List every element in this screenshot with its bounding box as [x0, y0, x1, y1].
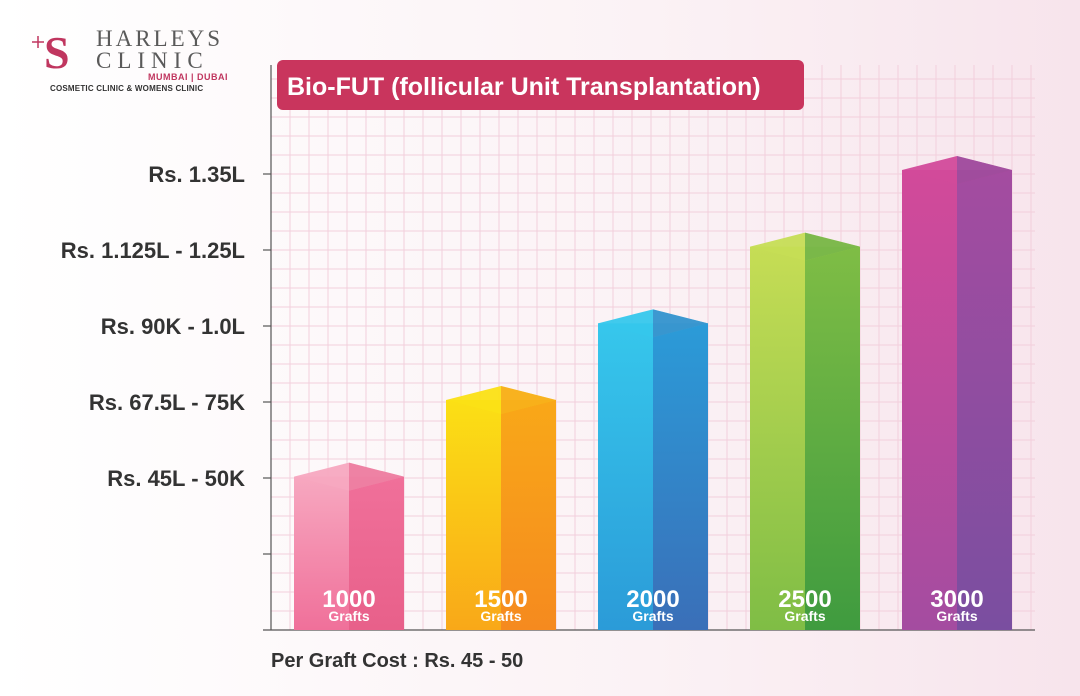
bar-top-cap-shade: [805, 232, 860, 261]
bar-face-right: [805, 246, 860, 630]
bar-face-right: [653, 323, 708, 630]
brand-name-line2: CLINIC: [96, 48, 209, 73]
bar-face-left: [294, 476, 349, 630]
chart-axes: Rs. 1.35L Rs. 1.125L - 1.25L Rs. 90K - 1.0…: [61, 65, 1035, 631]
bar-top-cap-shade: [501, 386, 556, 414]
brand-locations: MUMBAI | DUBAI: [148, 72, 229, 82]
brand-tagline: COSMETIC CLINIC & WOMENS CLINIC: [50, 84, 204, 93]
bar-label-number: 2500: [778, 586, 831, 613]
bar-top-cap-shade: [653, 309, 708, 338]
bar-top-cap-shade: [349, 462, 404, 491]
bar-label-unit: Grafts: [936, 608, 977, 624]
per-graft-cost-note: Per Graft Cost : Rs. 45 - 50: [271, 650, 524, 672]
bar-label-unit: Grafts: [328, 608, 369, 624]
bar-face-left: [902, 170, 957, 630]
bar-face-left: [446, 400, 501, 630]
chart-title-text: Bio-FUT (follicular Unit Transplantation…: [287, 73, 761, 101]
bar-face-left: [598, 323, 653, 630]
logo-letter: S: [44, 27, 70, 76]
chart-title: Bio-FUT (follicular Unit Transplantation…: [277, 60, 804, 110]
chart-bars: 1000Grafts1500Grafts2000Grafts2500Grafts…: [294, 156, 1012, 630]
bar-face-right: [957, 170, 1012, 630]
y-tick-label: Rs. 67.5L - 75K: [89, 390, 245, 415]
y-tick-label: Rs. 90K - 1.0L: [101, 314, 245, 339]
bar-top-cap-shade: [957, 156, 1012, 184]
logo-mark-icon: S: [32, 27, 70, 76]
y-tick-label: Rs. 45L - 50K: [107, 466, 245, 491]
bar-face-right: [349, 476, 404, 630]
bar-face-left: [750, 246, 805, 630]
y-tick-label: Rs. 1.125L - 1.25L: [61, 238, 245, 263]
bar-label-number: 1000: [322, 586, 375, 613]
bar-label-unit: Grafts: [480, 608, 521, 624]
bar-label-number: 3000: [930, 586, 983, 613]
bar-label-number: 2000: [626, 586, 679, 613]
y-tick-label: Rs. 1.35L: [148, 162, 245, 187]
bar-label-unit: Grafts: [784, 608, 825, 624]
bar-label-unit: Grafts: [632, 608, 673, 624]
chart-title-background: [277, 60, 804, 110]
bar-label-number: 1500: [474, 586, 527, 613]
clinic-logo: S HARLEYS CLINIC MUMBAI | DUBAI COSMETIC…: [30, 26, 228, 96]
bar-face-right: [501, 400, 556, 630]
brand-name-line1: HARLEYS: [96, 26, 224, 51]
